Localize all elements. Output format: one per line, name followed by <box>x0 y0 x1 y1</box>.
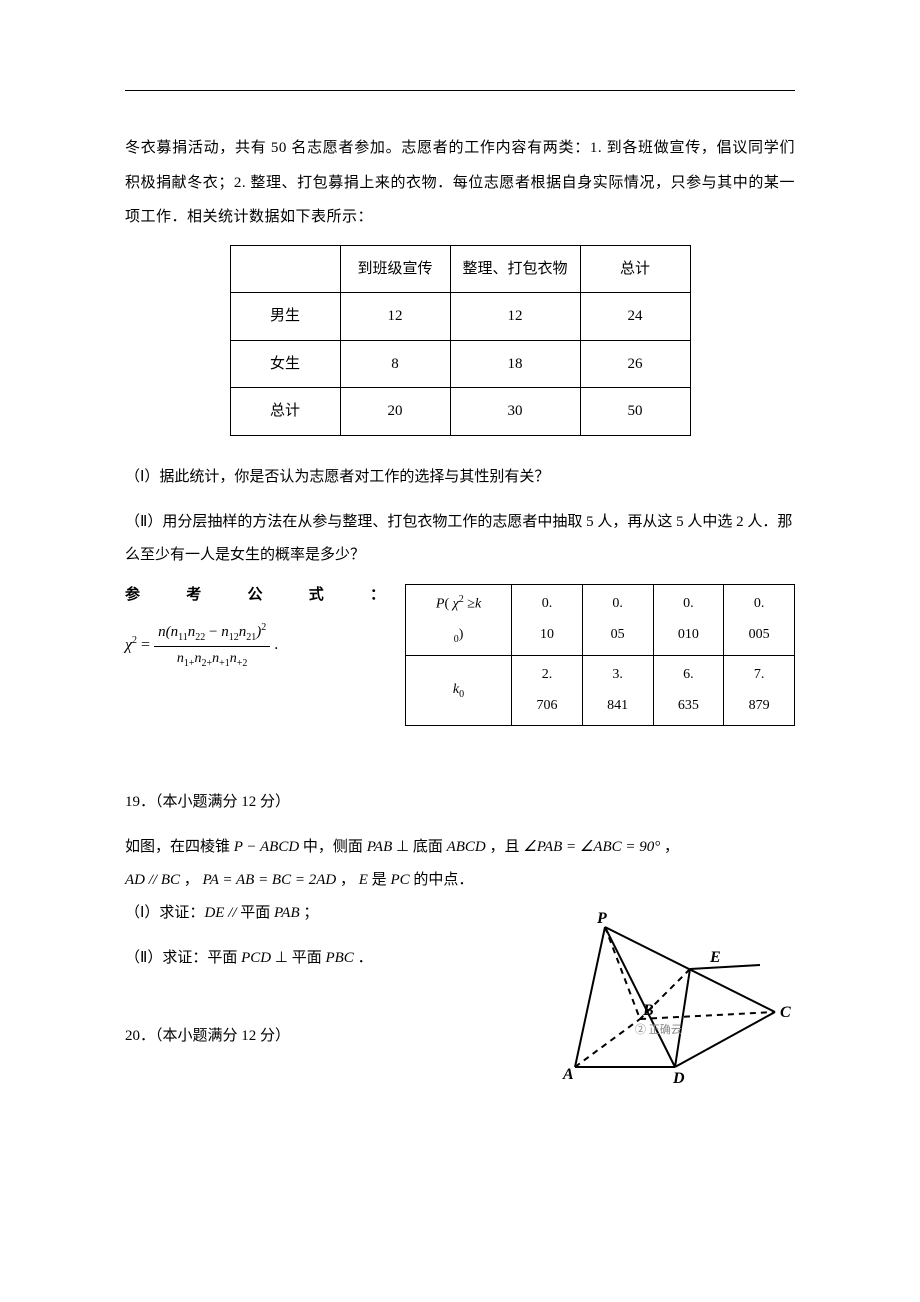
q18-part1: （Ⅰ）据此统计，你是否认为志愿者对工作的选择与其性别有关？ <box>125 461 795 494</box>
intro-paragraph: 冬衣募捐活动，共有 50 名志愿者参加。志愿者的工作内容有两类：1. 到各班做宣… <box>125 131 795 235</box>
chi-square-formula: χ2 = n(n11n22 − n12n21)2 n1+n2+n+1n+2 . <box>125 620 385 671</box>
table-row: k0 2.706 3.841 6.635 7.879 <box>406 655 795 726</box>
table-cell: 2.706 <box>512 655 583 726</box>
table-cell: 0.010 <box>653 584 724 655</box>
table-row: 女生 8 18 26 <box>230 340 690 388</box>
table-cell: 12 <box>340 293 450 341</box>
edge-BC <box>640 1012 775 1019</box>
label-A: A <box>562 1066 574 1083</box>
table-cell: 24 <box>580 293 690 341</box>
label-E: E <box>709 949 721 966</box>
q19-line1: 如图，在四棱锥 P − ABCD 中，侧面 PAB ⊥ 底面 ABCD ，且 ∠… <box>125 831 795 864</box>
table-cell: 12 <box>450 293 580 341</box>
table-row: 到班级宣传 整理、打包衣物 总计 <box>230 245 690 293</box>
table-cell <box>230 245 340 293</box>
q20-title: 20．（本小题满分 12 分） <box>125 1020 535 1053</box>
label-B: B <box>642 1002 654 1019</box>
table-row: 男生 12 12 24 <box>230 293 690 341</box>
formula-left: 参考公式： χ2 = n(n11n22 − n12n21)2 n1+n2+n+1… <box>125 584 385 727</box>
q19-title: 19．（本小题满分 12 分） <box>125 786 795 819</box>
formula-section: 参考公式： χ2 = n(n11n22 − n12n21)2 n1+n2+n+1… <box>125 584 795 727</box>
volunteer-table: 到班级宣传 整理、打包衣物 总计 男生 12 12 24 女生 8 18 26 … <box>230 245 691 436</box>
table-cell: 0.005 <box>724 584 795 655</box>
table-cell: k0 <box>406 655 512 726</box>
table-cell: 到班级宣传 <box>340 245 450 293</box>
edge-E-top <box>690 965 760 969</box>
table-cell: P( χ2 ≥k0) <box>406 584 512 655</box>
table-cell: 3.841 <box>582 655 653 726</box>
formula-right: P( χ2 ≥k0) 0.10 0.05 0.010 0.005 k0 2.70… <box>405 584 795 727</box>
table-cell: 8 <box>340 340 450 388</box>
q18-part2: （Ⅱ）用分层抽样的方法在从参与整理、打包衣物工作的志愿者中抽取 5 人，再从这 … <box>125 506 795 572</box>
table-row: 总计 20 30 50 <box>230 388 690 436</box>
q19-section: 19．（本小题满分 12 分） 如图，在四棱锥 P − ABCD 中，侧面 PA… <box>125 786 795 1095</box>
top-rule <box>125 90 795 91</box>
edge-PD <box>605 927 675 1067</box>
table-cell: 整理、打包衣物 <box>450 245 580 293</box>
watermark: ② 正确云 <box>635 1023 682 1036</box>
table-cell: 50 <box>580 388 690 436</box>
q19-part1: （Ⅰ）求证：DE // 平面 PAB ； <box>125 897 535 930</box>
table-cell: 0.05 <box>582 584 653 655</box>
table-cell: 7.879 <box>724 655 795 726</box>
table-cell: 总计 <box>230 388 340 436</box>
table-row: P( χ2 ≥k0) 0.10 0.05 0.010 0.005 <box>406 584 795 655</box>
edge-DC <box>675 1012 775 1067</box>
table-cell: 男生 <box>230 293 340 341</box>
table-cell: 18 <box>450 340 580 388</box>
formula-label: 参考公式： <box>125 584 385 607</box>
table-cell: 0.10 <box>512 584 583 655</box>
table-cell: 6.635 <box>653 655 724 726</box>
edge-PA <box>575 927 605 1067</box>
q19-line2: AD // BC ， PA = AB = BC = 2AD ， E 是 PC 的… <box>125 864 795 897</box>
table-cell: 20 <box>340 388 450 436</box>
chi-square-table: P( χ2 ≥k0) 0.10 0.05 0.010 0.005 k0 2.70… <box>405 584 795 727</box>
pyramid-figure: P E C D A B ② 正确云 <box>535 897 795 1095</box>
pyramid-svg: P E C D A B ② 正确云 <box>535 907 795 1087</box>
label-C: C <box>780 1004 791 1021</box>
label-D: D <box>672 1070 685 1087</box>
label-P: P <box>596 910 607 927</box>
table-cell: 总计 <box>580 245 690 293</box>
table-cell: 30 <box>450 388 580 436</box>
table-cell: 女生 <box>230 340 340 388</box>
q19-part2: （Ⅱ）求证：平面 PCD ⊥ 平面 PBC ． <box>125 942 535 975</box>
table-cell: 26 <box>580 340 690 388</box>
